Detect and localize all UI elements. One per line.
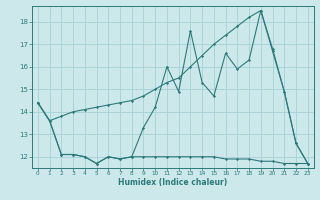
X-axis label: Humidex (Indice chaleur): Humidex (Indice chaleur) [118,178,228,187]
